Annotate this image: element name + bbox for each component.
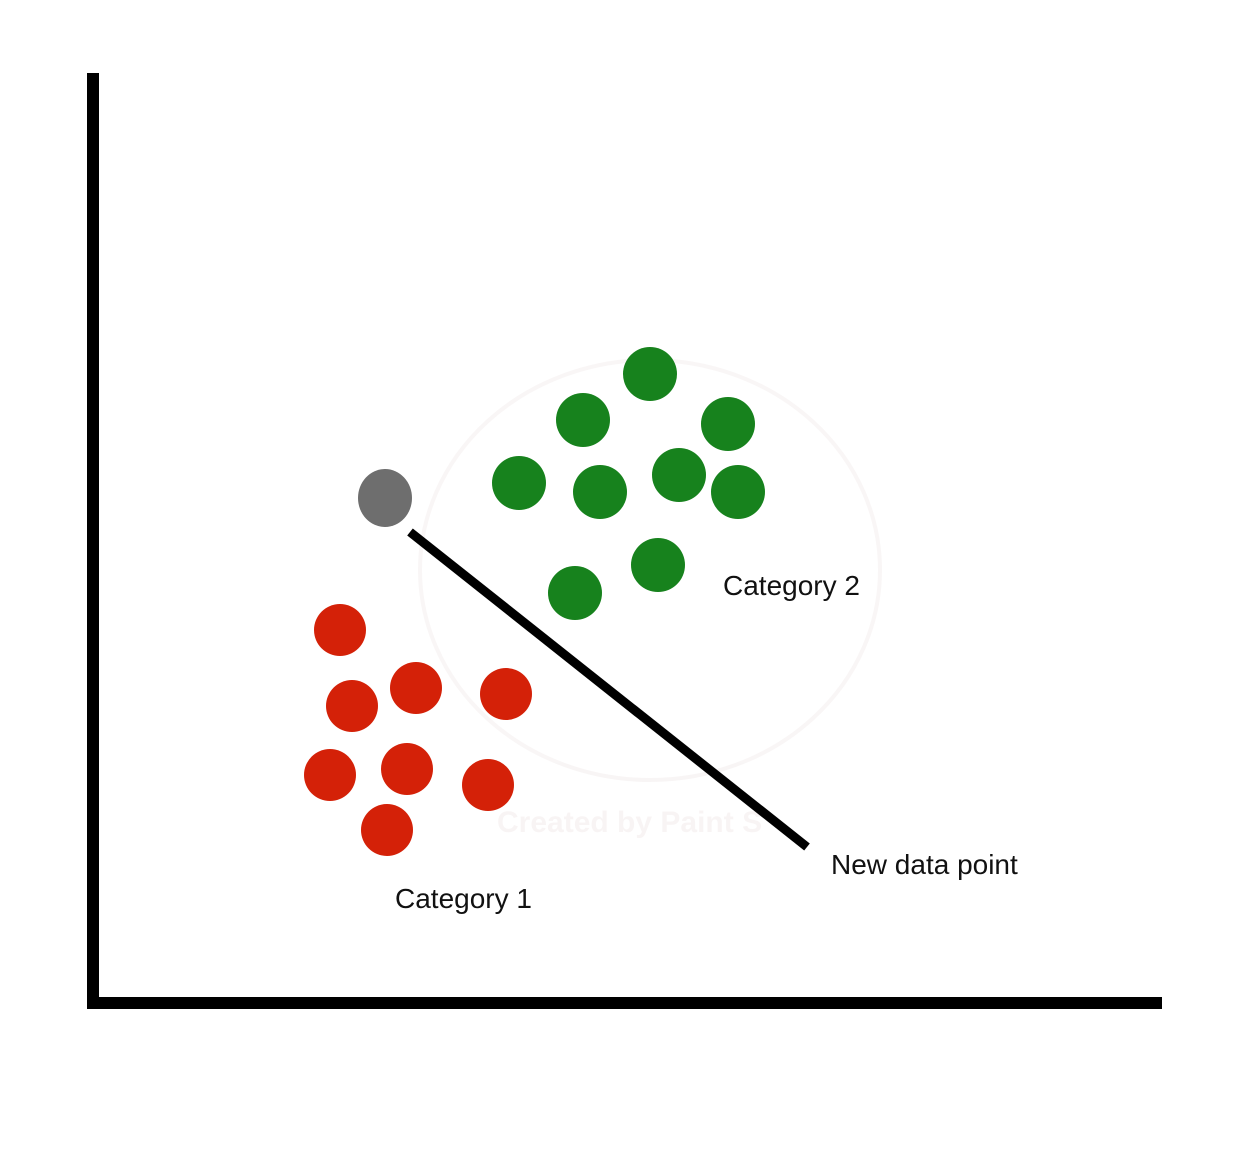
category-1-point <box>390 662 442 714</box>
category-1-points <box>304 604 532 856</box>
category-2-label: Category 2 <box>723 570 860 601</box>
category-2-point <box>548 566 602 620</box>
category-1-point <box>304 749 356 801</box>
category-1-point <box>326 680 378 732</box>
watermark-text: Created by Paint S <box>497 806 762 839</box>
new-point-pointer-line <box>407 528 810 851</box>
category-1-point <box>361 804 413 856</box>
new-data-point <box>358 469 412 527</box>
category-2-points <box>492 347 765 620</box>
category-1-point <box>462 759 514 811</box>
category-2-point <box>623 347 677 401</box>
category-1-point <box>381 743 433 795</box>
category-2-point <box>556 393 610 447</box>
category-1-point <box>480 668 532 720</box>
category-2-point <box>711 465 765 519</box>
category-2-point <box>652 448 706 502</box>
category-1-label: Category 1 <box>395 883 532 914</box>
category-2-point <box>701 397 755 451</box>
new-data-point-label: New data point <box>831 849 1018 880</box>
category-2-point <box>492 456 546 510</box>
category-2-point <box>573 465 627 519</box>
category-1-point <box>314 604 366 656</box>
category-2-point <box>631 538 685 592</box>
